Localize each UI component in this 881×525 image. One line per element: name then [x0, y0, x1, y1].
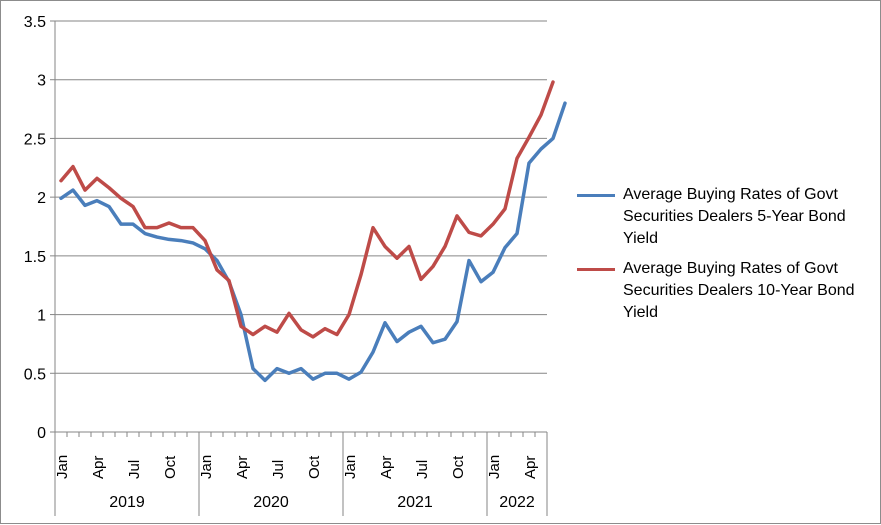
y-axis-ticks: 0 0.5 1 1.5 2 2.5 3 3.5 — [24, 14, 55, 442]
x-month-label: Apr — [234, 456, 251, 479]
gridlines — [55, 20, 547, 374]
y-tick-label: 0 — [37, 425, 46, 442]
x-year-label: 2019 — [109, 494, 145, 511]
legend-label-10yr: Average Buying Rates of Govt Securities … — [623, 260, 855, 321]
legend-swatch-5yr — [577, 194, 615, 197]
x-month-label: Jan — [198, 455, 215, 479]
axes — [54, 21, 547, 433]
x-month-label: Jul — [414, 460, 431, 479]
y-tick-label: 1.5 — [24, 249, 46, 266]
legend: Average Buying Rates of Govt Securities … — [577, 184, 877, 332]
series-lines — [59, 80, 567, 383]
x-month-label: Apr — [90, 456, 107, 479]
legend-label-5yr: Average Buying Rates of Govt Securities … — [623, 186, 846, 247]
x-year-label: 2022 — [499, 494, 535, 511]
y-tick-label: 3 — [37, 73, 46, 90]
x-month-label: Oct — [162, 455, 179, 479]
legend-swatch-10yr — [577, 268, 615, 271]
x-month-label: Jan — [486, 455, 503, 479]
x-month-label: Jan — [54, 455, 71, 479]
y-tick-label: 2 — [37, 190, 46, 207]
x-month-label: Jan — [342, 455, 359, 479]
y-tick-label: 1 — [37, 308, 46, 325]
x-year-label: 2020 — [253, 494, 289, 511]
series-line-10yr — [59, 80, 555, 339]
x-month-label: Oct — [450, 455, 467, 479]
x-month-label: Apr — [522, 456, 539, 479]
legend-item-10yr: Average Buying Rates of Govt Securities … — [577, 258, 877, 324]
legend-item-5yr: Average Buying Rates of Govt Securities … — [577, 184, 877, 250]
x-month-label: Jul — [126, 460, 143, 479]
x-year-label: 2021 — [397, 494, 433, 511]
y-tick-label: 0.5 — [24, 366, 46, 383]
y-tick-label: 3.5 — [24, 14, 46, 31]
x-month-label: Jul — [270, 460, 287, 479]
x-month-label: Apr — [378, 456, 395, 479]
y-tick-label: 2.5 — [24, 131, 46, 148]
x-month-label: Oct — [306, 455, 323, 479]
x-axis-categories: Jan Apr Jul Oct 2019 Jan Apr Jul Oct 2020 Jan Apr Ju… — [54, 432, 548, 516]
series-line-5yr — [59, 101, 567, 383]
